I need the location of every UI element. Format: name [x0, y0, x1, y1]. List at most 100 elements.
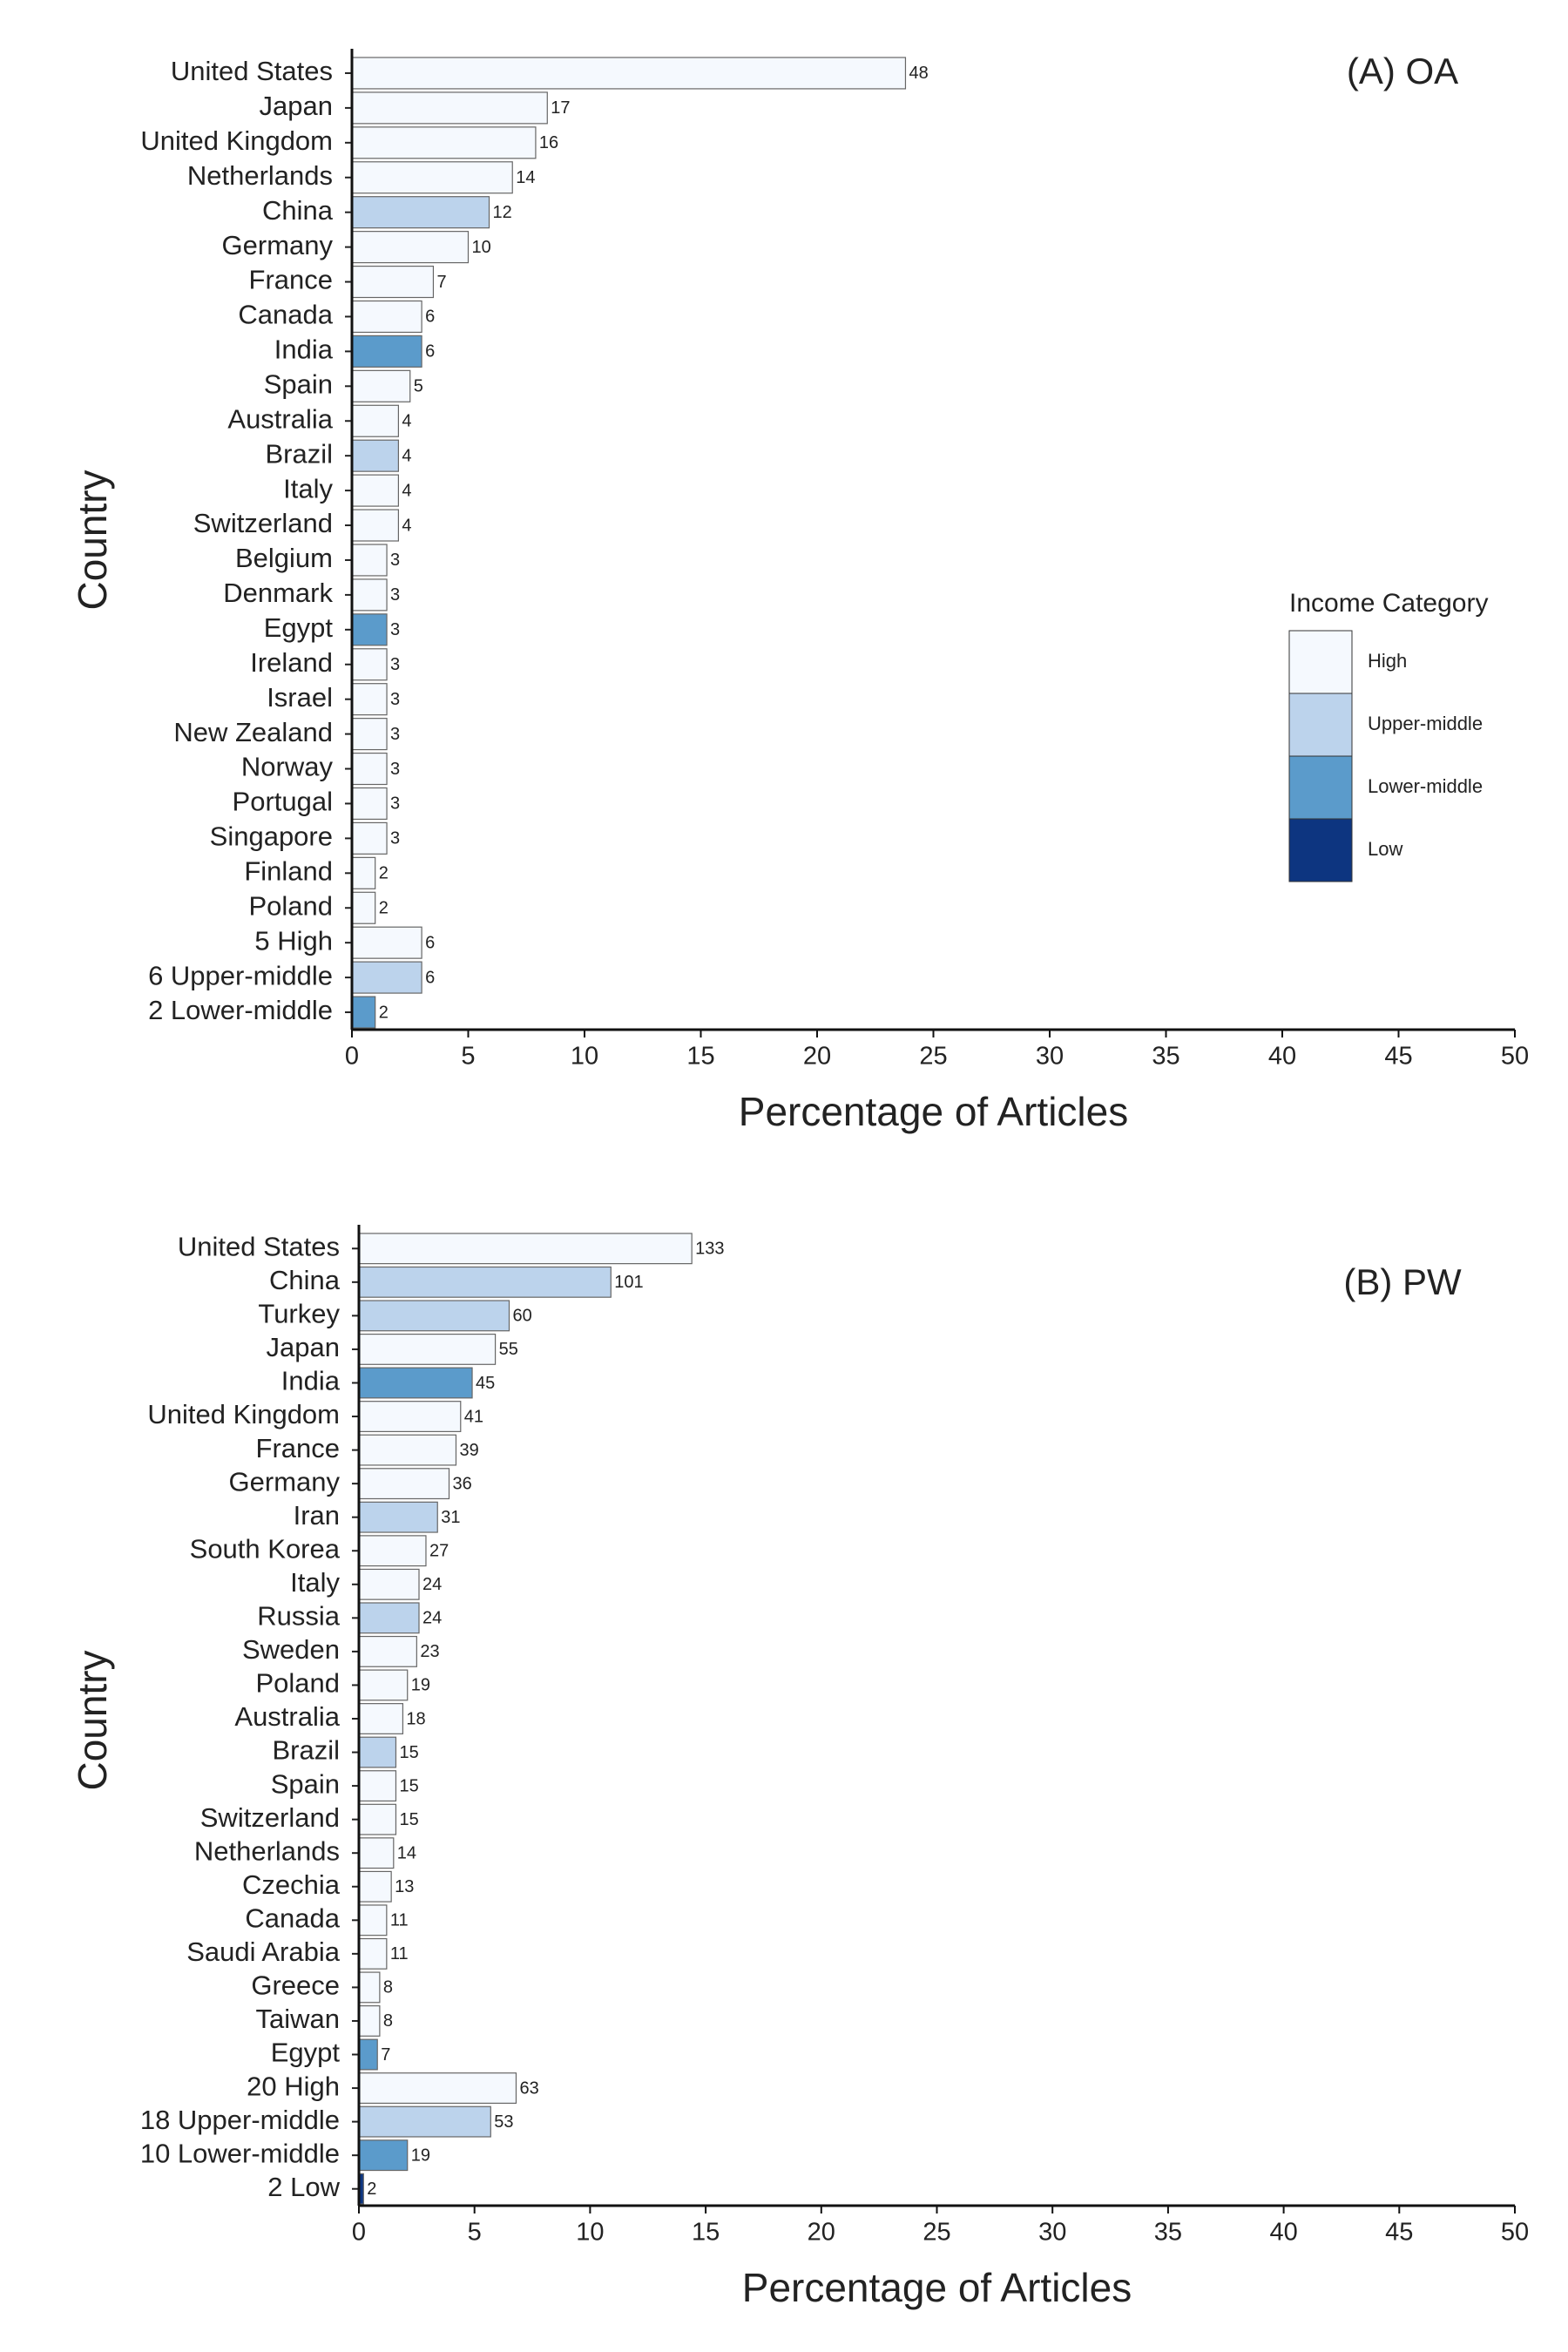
data-label: 18 — [406, 1709, 425, 1728]
bar — [351, 369, 411, 402]
legend-label: High — [1368, 650, 1407, 672]
data-label: 24 — [422, 1575, 442, 1594]
data-label: 10 — [472, 238, 491, 257]
data-label: 3 — [390, 585, 400, 605]
y-tick-label: Netherlands — [187, 160, 333, 191]
data-label: 2 — [367, 2180, 376, 2199]
data-label: 15 — [399, 1743, 418, 1762]
data-label: 39 — [459, 1441, 478, 1460]
bar — [358, 1703, 404, 1734]
x-tick-label: 10 — [576, 2219, 604, 2247]
bar — [351, 196, 490, 229]
bar — [351, 265, 435, 299]
data-label: 4 — [402, 446, 411, 465]
bar — [358, 1434, 457, 1466]
y-tick-label: Spain — [271, 1768, 340, 1799]
y-tick-label: Brazil — [272, 1735, 340, 1766]
data-label: 14 — [516, 168, 535, 187]
bar — [358, 1803, 397, 1835]
y-tick-label: Switzerland — [193, 508, 333, 538]
bar — [351, 718, 388, 751]
y-tick-label: 2 Low — [267, 2172, 340, 2202]
bar — [358, 1266, 612, 1298]
data-label: 101 — [614, 1273, 643, 1292]
data-label: 24 — [422, 1609, 442, 1628]
y-tick-label: Iran — [294, 1500, 340, 1531]
y-tick-label: Turkey — [258, 1299, 340, 1329]
data-label: 27 — [429, 1542, 449, 1561]
data-label: 3 — [390, 655, 400, 674]
bar — [351, 439, 400, 472]
data-label: 15 — [399, 1776, 418, 1795]
data-label: 63 — [519, 2078, 538, 2098]
bar — [351, 996, 376, 1029]
bar — [351, 613, 388, 646]
x-axis-title: Percentage of Articles — [739, 1089, 1128, 1134]
x-tick-label: 10 — [571, 1043, 598, 1071]
y-tick-label: Finland — [244, 856, 333, 887]
y-tick-label: Ireland — [250, 647, 333, 678]
x-tick-label: 45 — [1384, 1043, 1412, 1071]
bar — [351, 926, 422, 959]
bar — [351, 91, 548, 125]
x-tick-label: 25 — [923, 2219, 950, 2247]
y-tick-label: Australia — [227, 403, 333, 434]
bar — [351, 231, 470, 264]
data-label: 19 — [411, 1676, 430, 1695]
bar — [351, 961, 422, 994]
data-label: 4 — [402, 516, 411, 535]
x-tick-label: 50 — [1501, 1043, 1529, 1071]
data-label: 8 — [383, 2011, 393, 2031]
bar — [351, 683, 388, 716]
data-label: 6 — [425, 968, 435, 987]
data-label: 4 — [402, 481, 411, 500]
y-tick-label: Germany — [229, 1466, 341, 1497]
data-label: 13 — [395, 1877, 414, 1896]
bar — [351, 821, 388, 855]
x-tick-label: 15 — [686, 1043, 714, 1071]
legend-swatch — [1288, 630, 1353, 694]
x-tick-label: 35 — [1154, 2219, 1182, 2247]
y-tick-label: United Kingdom — [147, 1399, 340, 1429]
bar — [358, 2072, 517, 2105]
x-tick-label: 40 — [1268, 1043, 1296, 1071]
x-axis-title: Percentage of Articles — [742, 2265, 1132, 2310]
x-tick-label: 0 — [345, 1043, 359, 1071]
y-tick-label: China — [269, 1265, 341, 1295]
y-tick-label: 10 Lower-middle — [140, 2138, 340, 2168]
data-label: 7 — [436, 273, 446, 292]
data-label: 3 — [390, 690, 400, 709]
data-label: 23 — [420, 1642, 439, 1661]
data-label: 14 — [397, 1843, 416, 1862]
y-tick-label: France — [256, 1433, 340, 1463]
data-label: 55 — [499, 1340, 518, 1359]
y-tick-label: Greece — [251, 1970, 340, 2001]
y-tick-label: Sweden — [242, 1634, 340, 1665]
data-label: 3 — [390, 794, 400, 814]
data-label: 45 — [476, 1374, 495, 1393]
y-tick-label: Poland — [248, 890, 333, 921]
bar — [358, 1635, 417, 1667]
x-tick-label: 45 — [1385, 2219, 1413, 2247]
bar — [358, 1971, 381, 2004]
bar — [351, 300, 422, 334]
y-tick-label: 18 Upper-middle — [140, 2105, 340, 2135]
y-tick-label: South Korea — [190, 1533, 341, 1564]
legend-title: Income Category — [1289, 589, 1488, 618]
legend-label: Upper-middle — [1368, 713, 1483, 734]
x-tick-label: 0 — [352, 2219, 366, 2247]
data-label: 12 — [493, 203, 512, 222]
data-label: 5 — [414, 377, 423, 396]
bar — [351, 161, 513, 194]
data-label: 3 — [390, 760, 400, 779]
data-label: 2 — [379, 1003, 389, 1022]
y-tick-label: Israel — [267, 682, 333, 713]
y-tick-label: Italy — [283, 473, 333, 504]
bar — [358, 1669, 409, 1701]
data-label: 7 — [381, 2045, 390, 2065]
bar — [358, 1401, 462, 1432]
bar — [351, 856, 376, 889]
bar — [351, 787, 388, 821]
data-label: 15 — [399, 1810, 418, 1829]
